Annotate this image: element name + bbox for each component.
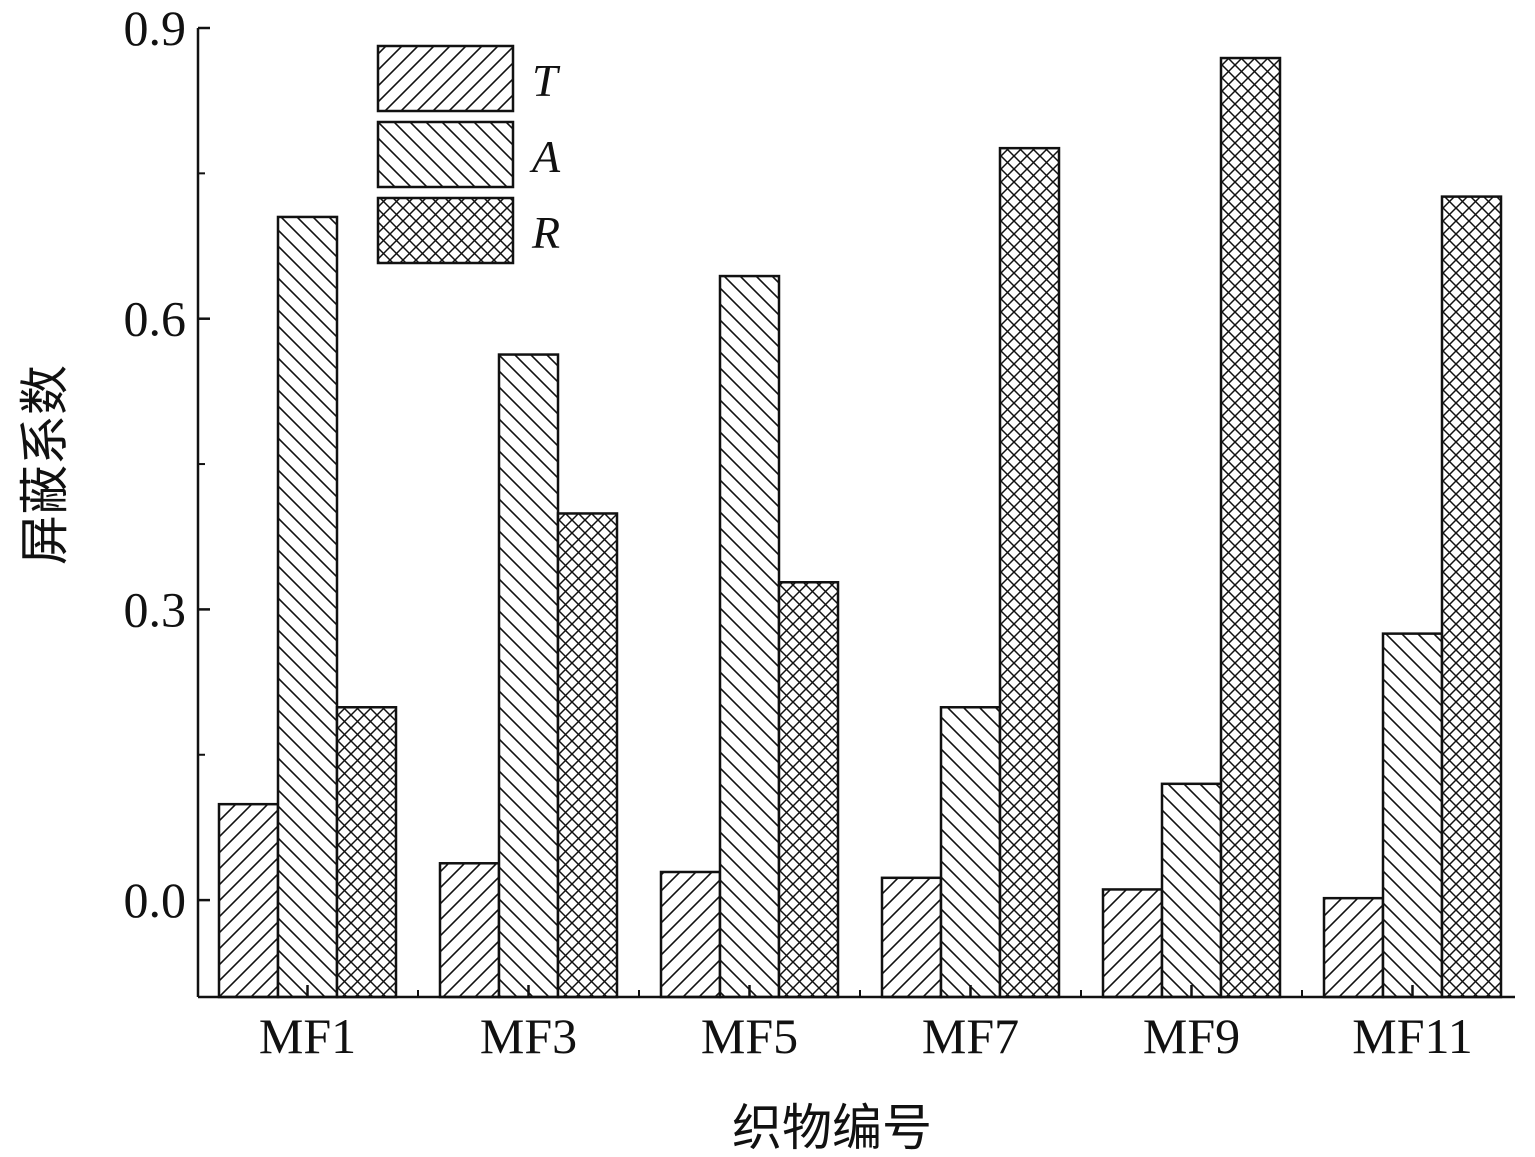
bar-A-MF7 xyxy=(939,706,1002,999)
bar-R-MF3 xyxy=(556,512,619,999)
legend: TAR xyxy=(376,44,561,265)
bar-T-MF7 xyxy=(880,876,943,999)
bar-T-MF3 xyxy=(438,862,501,999)
bar-R-MF9 xyxy=(1219,56,1282,999)
bars-group xyxy=(217,56,1503,999)
x-tick-label: MF11 xyxy=(1352,1008,1472,1064)
bar-A-MF11 xyxy=(1381,632,1444,999)
x-tick-label: MF1 xyxy=(259,1008,356,1064)
y-tick-label: 0.6 xyxy=(124,291,187,347)
bar-A-MF3 xyxy=(497,353,560,999)
x-axis-title: 织物编号 xyxy=(732,1100,932,1156)
bar-R-MF11 xyxy=(1440,195,1503,999)
y-axis-ticks: 0.0 0.3 0.6 0.9 xyxy=(124,0,210,928)
x-tick-label: MF3 xyxy=(480,1008,577,1064)
legend-swatch-T xyxy=(376,44,515,113)
legend-swatch-A xyxy=(376,120,515,189)
y-axis-title: 屏蔽系数 xyxy=(17,365,73,565)
legend-label-A: A xyxy=(529,131,561,182)
bar-T-MF1 xyxy=(217,802,280,999)
y-tick-label: 0.9 xyxy=(124,0,187,56)
bar-T-MF5 xyxy=(659,870,722,999)
bar-R-MF5 xyxy=(777,581,840,999)
legend-label-T: T xyxy=(532,55,561,106)
bar-R-MF1 xyxy=(335,706,398,999)
y-tick-label: 0.3 xyxy=(124,581,187,637)
x-axis-ticks: MF1 MF3 MF5 MF7 MF9 MF11 xyxy=(259,985,1473,1064)
legend-swatch-R xyxy=(376,196,515,265)
y-tick-label: 0.0 xyxy=(124,872,187,928)
x-tick-label: MF5 xyxy=(701,1008,798,1064)
bar-R-MF7 xyxy=(998,146,1061,999)
legend-label-R: R xyxy=(531,207,560,258)
bar-A-MF9 xyxy=(1160,782,1223,999)
bar-T-MF9 xyxy=(1101,888,1164,999)
x-tick-label: MF7 xyxy=(922,1008,1019,1064)
x-tick-label: MF9 xyxy=(1143,1008,1240,1064)
bar-A-MF5 xyxy=(718,274,781,999)
bar-A-MF1 xyxy=(276,215,339,999)
bar-T-MF11 xyxy=(1322,896,1385,999)
